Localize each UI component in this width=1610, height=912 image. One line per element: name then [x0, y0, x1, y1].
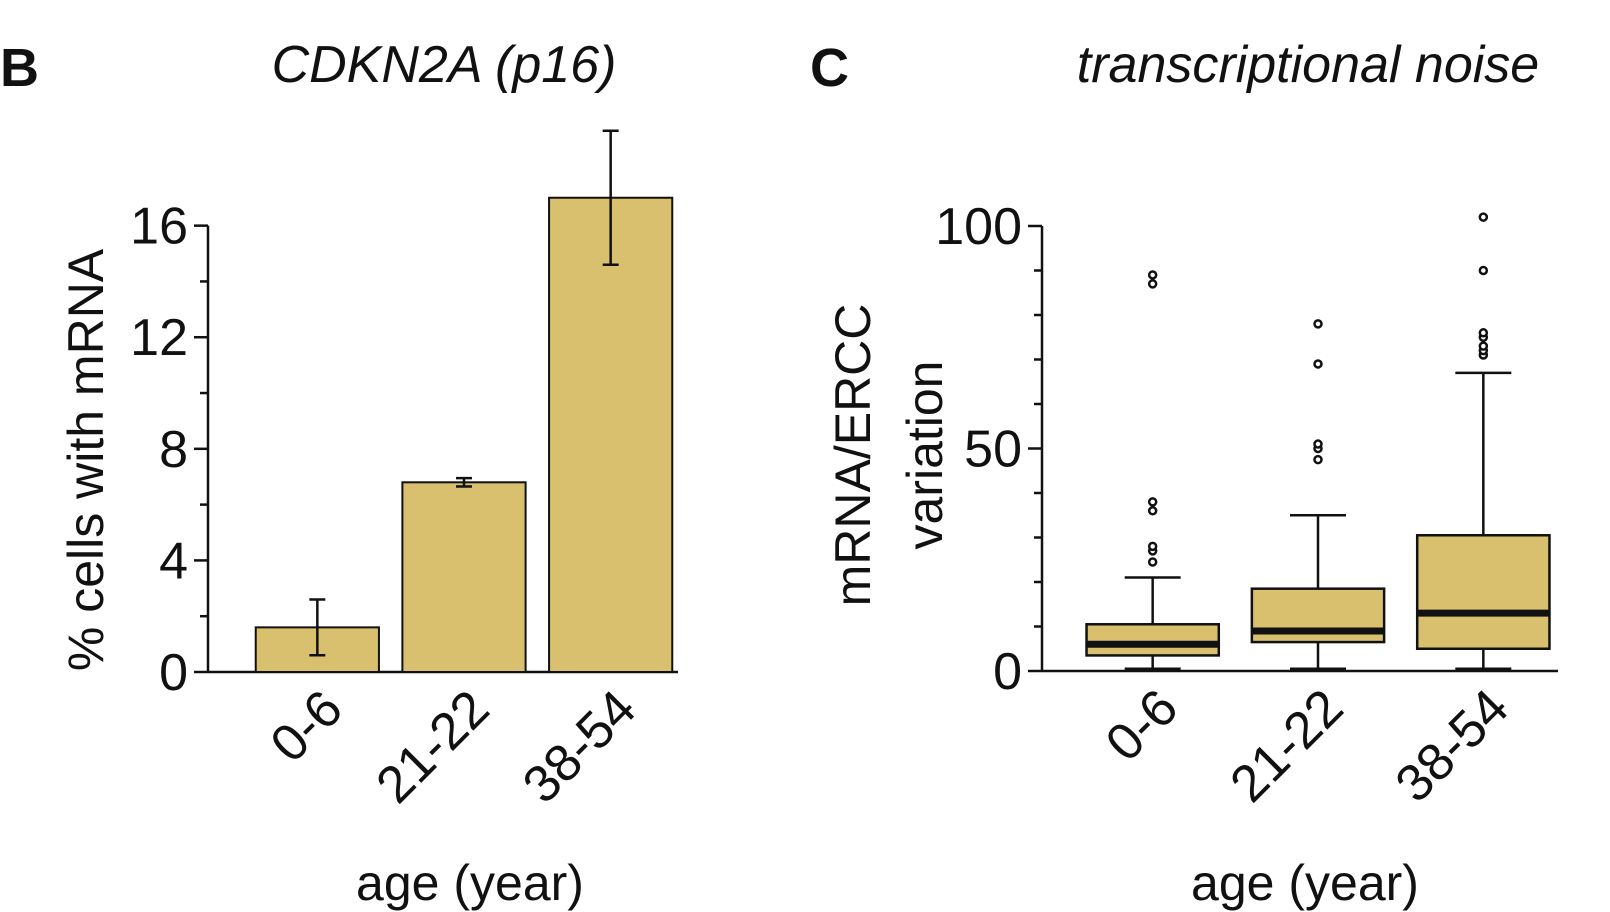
panel-c-outlier-point	[1147, 557, 1158, 567]
panel-b-bars	[254, 129, 674, 673]
panel-b-x-tick-label: 38-54	[512, 679, 647, 814]
panel-c-y-axis-label-line-2: variation	[897, 361, 953, 550]
panel-c-box	[1085, 623, 1221, 657]
panel-c-outlier-point	[1478, 341, 1489, 351]
panel-b-bar	[548, 196, 674, 673]
panel-c-x-ticks: 0-6 21-22 38-54	[1095, 678, 1520, 813]
panel-c-outlier-point	[1478, 328, 1489, 338]
panel-b-title: CDKN2A (p16)	[272, 36, 617, 94]
panel-b-y-tick-label: 0	[159, 644, 188, 702]
panel-c-outlier-point	[1147, 279, 1158, 289]
panel-c-outlier-point	[1313, 454, 1323, 465]
panel-b-bar	[401, 481, 527, 673]
panel-b-y-tick-label: 16	[130, 198, 188, 256]
panel-b-y-axis-label: % cells with mRNA	[58, 248, 114, 671]
panel-c-x-tick-label: 38-54	[1385, 678, 1520, 813]
panel-b-y-ticks: 0 4 8 12 16	[130, 198, 208, 702]
panel-c-outlier-point	[1147, 506, 1158, 516]
panel-c-outlier-point	[1478, 265, 1489, 276]
panel-b-y-tick-label: 4	[159, 532, 188, 590]
panel-c-y-tick-label: 100	[935, 198, 1022, 256]
panel-c-outlier-point	[1313, 439, 1323, 449]
panel-c-x-tick-label: 0-6	[1095, 678, 1189, 772]
panel-c-y-tick-label: 50	[964, 421, 1022, 479]
panel-b-x-axis-label: age (year)	[356, 855, 584, 911]
panel-c-outlier-point	[1478, 212, 1489, 222]
panel-c-x-axis-label: age (year)	[1191, 855, 1419, 911]
panel-c-box	[1415, 534, 1551, 651]
panel-b-y-tick-label: 12	[130, 309, 188, 367]
panel-b-x-tick-label: 0-6	[260, 679, 354, 773]
panel-b-x-ticks: 0-6 21-22 38-54	[260, 679, 647, 814]
panel-b-y-tick-label: 8	[159, 421, 188, 479]
panel-c-outlier-point	[1313, 359, 1323, 369]
panel-b-bar-chart: B CDKN2A (p16) % cells with mRNA age (ye…	[0, 36, 678, 911]
panel-c-box-plot: C transcriptional noise mRNA/ERCC variat…	[810, 36, 1558, 911]
panel-c-outlier-point	[1147, 541, 1158, 552]
panel-c-y-axis-label-line-1: mRNA/ERCC	[825, 304, 881, 607]
panel-c-title: transcriptional noise	[1077, 36, 1539, 94]
panel-c-boxes	[1085, 212, 1551, 671]
panel-c-letter: C	[810, 38, 849, 98]
panel-c-outlier-point	[1147, 270, 1158, 280]
panel-c-x-tick-label: 21-22	[1219, 678, 1354, 813]
panel-c-outlier-point	[1313, 319, 1323, 329]
panel-b-x-tick-label: 21-22	[365, 679, 500, 814]
panel-c-y-tick-label: 0	[993, 643, 1022, 701]
panel-c-y-ticks: 0 50 100	[935, 198, 1042, 701]
panel-b-letter: B	[0, 38, 39, 98]
panel-c-outlier-point	[1147, 497, 1158, 507]
